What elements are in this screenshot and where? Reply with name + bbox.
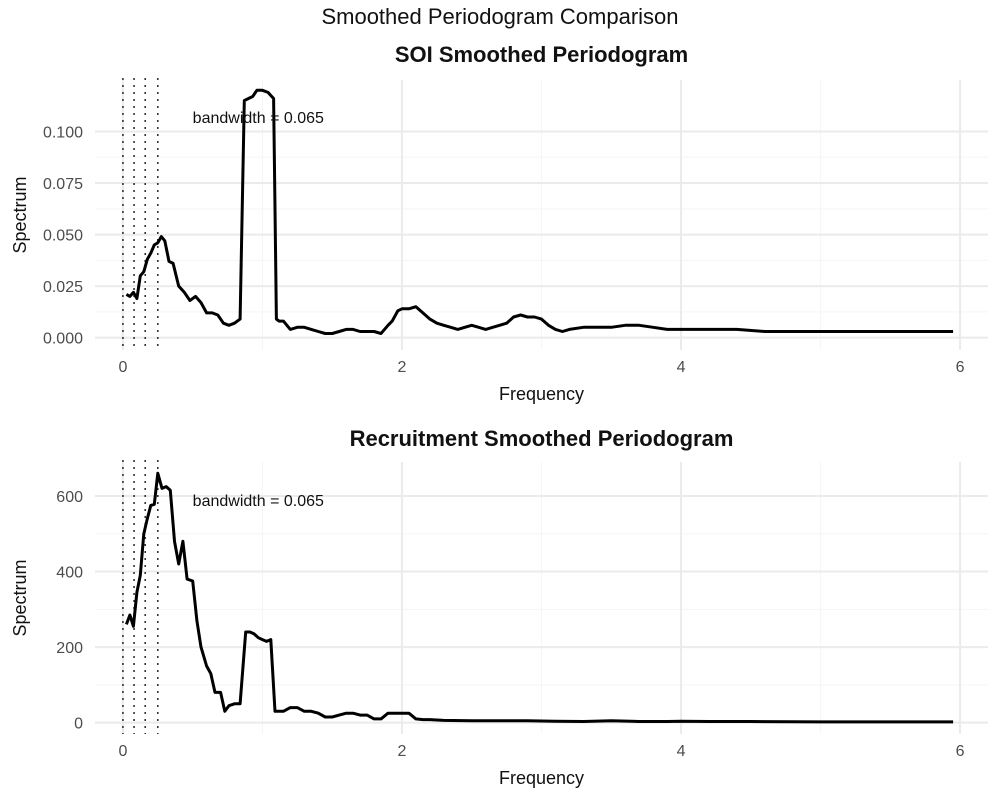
recruitment-y-tick-label: 200: [56, 640, 83, 657]
recruitment-bandwidth-annotation: bandwidth = 0.065: [193, 493, 324, 510]
soi-y-tick-label: 0.025: [43, 279, 83, 296]
soi-x-tick-label: 6: [956, 359, 965, 376]
recruitment-x-tick-label: 6: [956, 743, 965, 760]
recruitment-x-tick-label: 2: [398, 743, 407, 760]
figure-title: Smoothed Periodogram Comparison: [321, 4, 679, 29]
recruitment-panel-title: Recruitment Smoothed Periodogram: [350, 426, 734, 451]
soi-y-tick-label: 0.050: [43, 228, 83, 245]
soi-x-tick-label: 0: [118, 359, 127, 376]
recruitment-y-tick-label: 0: [74, 716, 83, 733]
recruitment-x-axis-title: Frequency: [499, 768, 584, 788]
soi-y-tick-label: 0.000: [43, 331, 83, 348]
soi-x-tick-label: 4: [677, 359, 686, 376]
recruitment-y-tick-label: 400: [56, 565, 83, 582]
recruitment-spectrum-line: [124, 471, 954, 724]
soi-y-axis-title: Spectrum: [10, 176, 30, 253]
soi-bandwidth-annotation: bandwidth = 0.065: [193, 110, 324, 127]
recruitment-periodogram-panel: 0 2 4 6 0 200 400 600 bandwidth = 0.065 Recruitme…: [10, 426, 988, 788]
recruitment-y-tick-label: 600: [56, 489, 83, 506]
soi-x-tick-label: 2: [398, 359, 407, 376]
recruitment-y-axis-title: Spectrum: [10, 559, 30, 636]
soi-panel-title: SOI Smoothed Periodogram: [395, 42, 688, 67]
soi-x-axis-title: Frequency: [499, 384, 584, 404]
recruitment-x-tick-label: 0: [118, 743, 127, 760]
soi-y-tick-label: 0.075: [43, 176, 83, 193]
soi-periodogram-panel: 0 2 4 6 0.000 0.025 0.050 0.075 0.100 bandwidth =…: [10, 42, 988, 404]
soi-spectrum-line: [125, 88, 954, 335]
soi-y-tick-label: 0.100: [43, 125, 83, 142]
recruitment-x-tick-label: 4: [677, 743, 686, 760]
